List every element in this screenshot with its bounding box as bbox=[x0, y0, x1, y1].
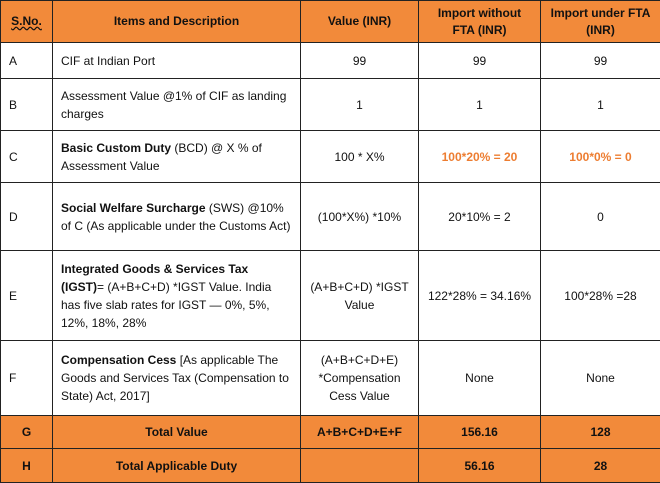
sno: D bbox=[9, 210, 18, 224]
item-text: Total Applicable Duty bbox=[116, 459, 237, 473]
value: (A+B+C+D+E) *Compensation Cess Value bbox=[318, 353, 400, 403]
without-fta-cell: 1 bbox=[419, 79, 541, 131]
sno-cell: H bbox=[1, 449, 53, 483]
value-cell: 1 bbox=[301, 79, 419, 131]
item-cell: Total Value bbox=[53, 416, 301, 449]
header-cell: Import without FTA (INR) bbox=[419, 1, 541, 43]
total-row: G Total Value A+B+C+D+E+F 156.16 128 bbox=[1, 416, 660, 449]
item-cell: Compensation Cess [As applicable The Goo… bbox=[53, 341, 301, 416]
without-fta: 99 bbox=[473, 54, 486, 68]
under-fta-cell: 1 bbox=[541, 79, 660, 131]
sno-cell: C bbox=[1, 131, 53, 183]
header-text: Value (INR) bbox=[328, 14, 391, 28]
item-cell: Assessment Value @1% of CIF as landing c… bbox=[53, 79, 301, 131]
without-fta-cell: 100*20% = 20 bbox=[419, 131, 541, 183]
without-fta-cell: 122*28% = 34.16% bbox=[419, 251, 541, 341]
without-fta-cell: None bbox=[419, 341, 541, 416]
under-fta-cell: 100*28% =28 bbox=[541, 251, 660, 341]
header-row: S.No. Items and Description Value (INR) Imp… bbox=[1, 1, 660, 43]
value-cell: 99 bbox=[301, 43, 419, 79]
item-cell: Basic Custom Duty (BCD) @ X % of Assessm… bbox=[53, 131, 301, 183]
table-row: B Assessment Value @1% of CIF as landing … bbox=[1, 79, 660, 131]
header-cell: Value (INR) bbox=[301, 1, 419, 43]
header-cell: S.No. bbox=[1, 1, 53, 43]
table-row: A CIF at Indian Port 99 99 99 bbox=[1, 43, 660, 79]
header-text: Import without FTA (INR) bbox=[438, 6, 521, 37]
under-fta: 99 bbox=[594, 54, 607, 68]
value-cell: (100*X%) *10% bbox=[301, 183, 419, 251]
sno-cell: F bbox=[1, 341, 53, 416]
under-fta: 0 bbox=[597, 210, 604, 224]
value: 1 bbox=[356, 98, 363, 112]
sno: E bbox=[9, 289, 17, 303]
table-row: D Social Welfare Surcharge (SWS) @10% of … bbox=[1, 183, 660, 251]
under-fta-cell: 28 bbox=[541, 449, 660, 483]
under-fta-cell: 100*0% = 0 bbox=[541, 131, 660, 183]
table-row: C Basic Custom Duty (BCD) @ X % of Assess… bbox=[1, 131, 660, 183]
header-cell: Items and Description bbox=[53, 1, 301, 43]
sno: C bbox=[9, 150, 18, 164]
sno: H bbox=[22, 459, 31, 473]
value-cell: (A+B+C+D) *IGST Value bbox=[301, 251, 419, 341]
under-fta: 100*28% =28 bbox=[564, 289, 636, 303]
item-text: CIF at Indian Port bbox=[61, 54, 155, 68]
without-fta: 20*10% = 2 bbox=[448, 210, 510, 224]
item-text: Total Value bbox=[145, 425, 207, 439]
sno: B bbox=[9, 98, 17, 112]
sno-cell: G bbox=[1, 416, 53, 449]
under-fta-cell: 99 bbox=[541, 43, 660, 79]
without-fta-cell: 56.16 bbox=[419, 449, 541, 483]
item-cell: Social Welfare Surcharge (SWS) @10% of C… bbox=[53, 183, 301, 251]
sno: A bbox=[9, 54, 17, 68]
header-text: S.No. bbox=[11, 14, 42, 28]
value-cell: 100 * X% bbox=[301, 131, 419, 183]
sno-cell: B bbox=[1, 79, 53, 131]
item-text: Basic Custom Duty bbox=[61, 141, 171, 155]
without-fta: 100*20% = 20 bbox=[442, 150, 518, 164]
under-fta-cell: None bbox=[541, 341, 660, 416]
header-text: Items and Description bbox=[114, 14, 239, 28]
table-row: E Integrated Goods & Services Tax (IGST)=… bbox=[1, 251, 660, 341]
value: (A+B+C+D) *IGST Value bbox=[310, 280, 408, 312]
header-text: Import under FTA (INR) bbox=[551, 6, 651, 37]
header-cell: Import under FTA (INR) bbox=[541, 1, 660, 43]
under-fta: None bbox=[586, 371, 615, 385]
total-row: H Total Applicable Duty 56.16 28 bbox=[1, 449, 660, 483]
without-fta: None bbox=[465, 371, 494, 385]
value: 99 bbox=[353, 54, 366, 68]
sno-cell: D bbox=[1, 183, 53, 251]
without-fta: 156.16 bbox=[461, 425, 498, 439]
without-fta: 122*28% = 34.16% bbox=[428, 289, 531, 303]
under-fta: 128 bbox=[590, 425, 610, 439]
item-cell: CIF at Indian Port bbox=[53, 43, 301, 79]
sno-cell: E bbox=[1, 251, 53, 341]
item-cell: Integrated Goods & Services Tax (IGST)= … bbox=[53, 251, 301, 341]
value-cell: A+B+C+D+E+F bbox=[301, 416, 419, 449]
sno: G bbox=[22, 425, 31, 439]
under-fta-cell: 0 bbox=[541, 183, 660, 251]
value: 100 * X% bbox=[334, 150, 384, 164]
without-fta-cell: 99 bbox=[419, 43, 541, 79]
sno: F bbox=[9, 371, 16, 385]
without-fta: 1 bbox=[476, 98, 483, 112]
value: (100*X%) *10% bbox=[318, 210, 401, 224]
sno-cell: A bbox=[1, 43, 53, 79]
under-fta-cell: 128 bbox=[541, 416, 660, 449]
table-row: F Compensation Cess [As applicable The Go… bbox=[1, 341, 660, 416]
without-fta-cell: 156.16 bbox=[419, 416, 541, 449]
without-fta: 56.16 bbox=[464, 459, 494, 473]
without-fta-cell: 20*10% = 2 bbox=[419, 183, 541, 251]
item-cell: Total Applicable Duty bbox=[53, 449, 301, 483]
value-cell bbox=[301, 449, 419, 483]
under-fta: 28 bbox=[594, 459, 607, 473]
item-text: Social Welfare Surcharge bbox=[61, 201, 206, 215]
value: A+B+C+D+E+F bbox=[317, 425, 402, 439]
under-fta: 1 bbox=[597, 98, 604, 112]
value-cell: (A+B+C+D+E) *Compensation Cess Value bbox=[301, 341, 419, 416]
item-text: Compensation Cess bbox=[61, 353, 176, 367]
item-text: Assessment Value @1% of CIF as landing c… bbox=[61, 89, 286, 121]
under-fta: 100*0% = 0 bbox=[569, 150, 631, 164]
